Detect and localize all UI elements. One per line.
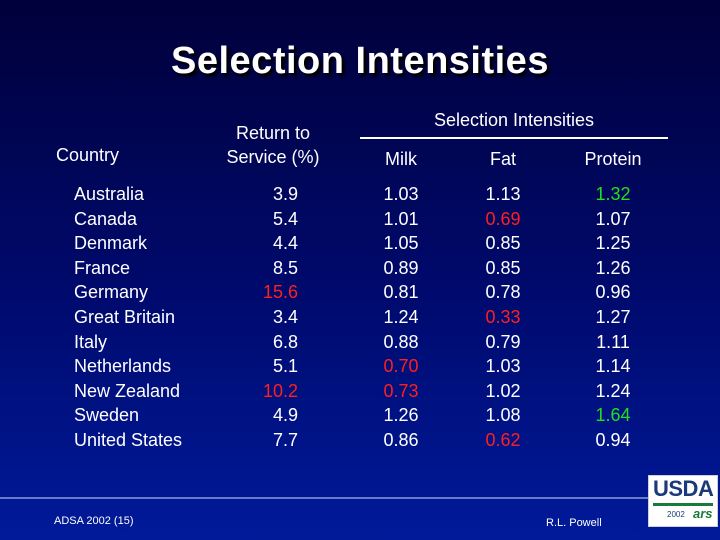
footer-citation: ADSA 2002 (15) — [54, 515, 134, 527]
fat-cell: 1.08 — [485, 405, 521, 426]
protein-cell: 1.14 — [595, 356, 631, 377]
country-column: Australia Canada Denmark France Germany … — [74, 182, 182, 453]
country-cell: Netherlands — [74, 356, 172, 377]
country-cell: Canada — [74, 208, 138, 229]
fat-cell: 1.13 — [485, 184, 521, 204]
return-cell: 5.1 — [272, 356, 298, 377]
return-cell: 5.4 — [272, 208, 298, 229]
header-selection-intensities: Selection Intensities — [433, 110, 595, 130]
return-cell-high: 15.6 — [262, 282, 298, 303]
protein-cell: 0.96 — [595, 282, 631, 303]
fat-cell: 0.85 — [485, 233, 521, 254]
protein-cell-high: 1.64 — [595, 405, 631, 426]
country-cell: New Zealand — [74, 380, 181, 401]
milk-cell-low: 0.73 — [383, 380, 419, 401]
protein-cell: 1.26 — [595, 257, 631, 278]
fat-cell: 0.85 — [485, 257, 521, 278]
milk-column: 1.03 1.01 1.05 0.89 0.81 1.24 0.88 0.70 … — [366, 182, 436, 453]
protein-cell: 1.11 — [596, 331, 630, 352]
usda-logo-text: USDA — [653, 476, 714, 501]
protein-cell: 1.07 — [595, 208, 631, 229]
country-cell: Sweden — [74, 405, 140, 426]
protein-column: 1.32 1.07 1.25 1.26 0.96 1.27 1.11 1.14 … — [574, 182, 652, 453]
header-fat: Fat — [489, 149, 516, 169]
header-country: Country — [56, 145, 120, 165]
header-protein: Protein — [584, 149, 642, 169]
fat-cell-low: 0.33 — [485, 306, 521, 327]
milk-cell: 0.86 — [383, 429, 419, 450]
milk-cell-low: 0.70 — [383, 356, 419, 377]
slide-title: Selection Intensities — [171, 40, 549, 82]
milk-cell: 0.81 — [383, 282, 419, 303]
milk-cell: 1.03 — [383, 184, 419, 204]
usda-logo-bar — [653, 503, 713, 506]
return-cell: 7.7 — [272, 429, 298, 450]
milk-cell: 0.88 — [383, 331, 419, 352]
protein-cell: 0.94 — [595, 429, 631, 450]
footer-divider — [0, 497, 650, 499]
return-cell: 8.5 — [272, 257, 298, 278]
header-milk: Milk — [385, 149, 417, 169]
fat-cell: 1.02 — [485, 380, 521, 401]
country-cell: Australia — [74, 184, 145, 204]
country-cell: United States — [74, 429, 183, 450]
return-cell: 3.4 — [272, 306, 298, 327]
milk-cell: 1.26 — [383, 405, 419, 426]
country-cell: Great Britain — [74, 306, 176, 327]
fat-cell-low: 0.62 — [485, 429, 521, 450]
country-cell: France — [74, 257, 131, 278]
footer-author: R.L. Powell — [546, 517, 602, 529]
country-cell: Germany — [74, 282, 149, 303]
return-cell-high: 10.2 — [262, 380, 298, 401]
header-return-to-service: Return to Service (%) — [226, 123, 320, 167]
protein-cell: 1.24 — [595, 380, 631, 401]
return-cell: 4.4 — [272, 233, 298, 254]
return-to-service-column: 3.9 5.4 4.4 8.5 15.6 3.4 6.8 5.1 10.2 4.… — [240, 182, 298, 453]
protein-cell-high: 1.32 — [595, 184, 631, 204]
ars-logo-mark: ars — [693, 506, 713, 521]
fat-cell: 1.03 — [485, 356, 521, 377]
fat-cell: 0.78 — [485, 282, 521, 303]
return-cell: 4.9 — [272, 405, 298, 426]
return-cell: 3.9 — [272, 184, 298, 204]
fat-column: 1.13 0.69 0.85 0.85 0.78 0.33 0.79 1.03 … — [468, 182, 538, 453]
fat-cell-low: 0.69 — [485, 208, 521, 229]
milk-cell: 0.89 — [383, 257, 419, 278]
fat-cell: 0.79 — [485, 331, 521, 352]
country-cell: Italy — [74, 331, 108, 352]
usda-logo: USDA 2002 ars — [648, 475, 718, 527]
milk-cell: 1.24 — [383, 306, 419, 327]
milk-cell: 1.01 — [383, 208, 419, 229]
milk-cell: 1.05 — [383, 233, 419, 254]
protein-cell: 1.27 — [595, 306, 631, 327]
protein-cell: 1.25 — [595, 233, 631, 254]
header-group-divider — [360, 137, 668, 139]
usda-logo-year: 2002 — [667, 510, 685, 519]
country-cell: Denmark — [74, 233, 148, 254]
return-cell: 6.8 — [272, 331, 298, 352]
